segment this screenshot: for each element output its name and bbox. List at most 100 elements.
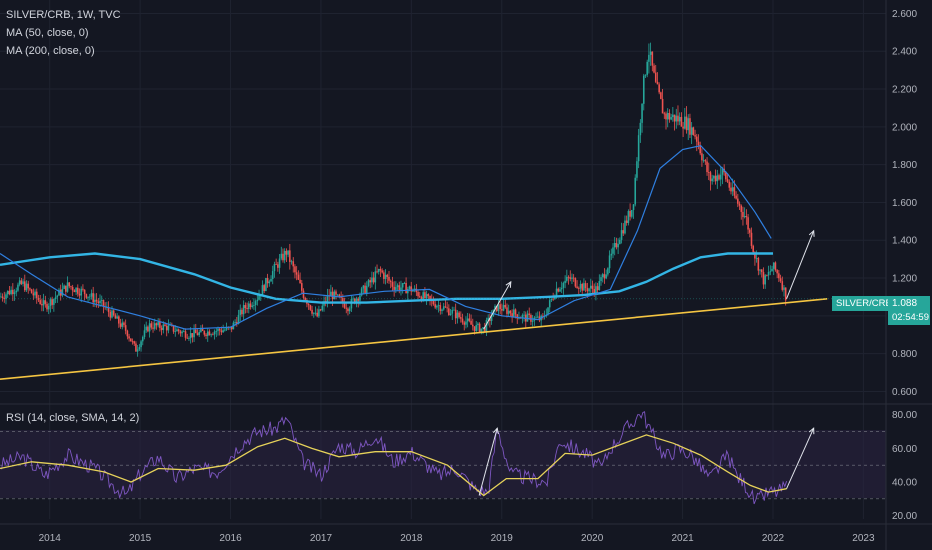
candle-body [46,303,48,310]
candle-body [29,288,31,290]
candle-body [682,126,684,129]
candle-body [560,287,563,290]
candle-body [454,309,457,319]
candle-body [755,258,758,259]
price-tick-label: 1.800 [892,160,917,171]
candle-body [733,187,736,196]
candle-body [53,299,55,305]
candle-body [689,118,691,135]
candle-body [360,288,363,296]
candle-body [699,145,702,154]
candle-body [550,298,553,301]
candle-body [273,264,276,272]
candle-body [5,294,7,299]
candle-body [502,304,505,311]
price-pane[interactable] [0,42,886,380]
candle-body [581,283,584,291]
candle-body [711,178,713,182]
price-tick-label: 2.600 [892,9,917,20]
candle-body [562,283,565,288]
candle-body [600,277,602,282]
symbol-legend[interactable]: SILVER/CRB, 1W, TVC [6,9,121,21]
candle-body [196,333,199,336]
candle-body [574,278,577,287]
candle-body [51,299,53,305]
bar-countdown-tag: 02:54:59 [888,310,930,325]
candle-body [160,327,163,331]
candle-body [172,325,175,332]
candle-body [92,293,94,303]
candle-body [627,211,630,223]
candle-body [778,273,780,279]
candle-body [559,289,561,292]
ma50-line [0,145,772,330]
candle-body [701,153,703,161]
rsi-pane[interactable] [0,411,886,505]
candle-body [576,286,578,288]
candle-body [61,288,64,296]
ma200-legend[interactable]: MA (200, close, 0) [6,45,95,57]
candle-body [660,92,662,99]
rsi-projection-arrow [786,427,815,489]
candle-body [776,270,778,274]
candle-body [54,297,57,300]
candle-body [246,308,248,310]
candle-body [153,323,156,329]
candle-body [148,323,151,332]
candle-body [466,318,469,322]
candle-body [377,268,380,272]
candle-body [30,289,33,294]
candle-body [583,283,585,291]
candle-body [489,317,491,322]
candle-body [15,290,18,293]
candle-body [338,294,341,298]
candle-body [639,122,642,136]
candle-body [670,117,672,120]
candle-body [128,336,130,339]
candle-body [408,286,411,289]
candle-body [254,301,257,305]
candle-body [75,287,77,293]
candle-body [17,284,19,291]
time-axis[interactable]: 2014 2015 2016 2017 2018 2019 2020 2021 2022 2023 [39,533,875,544]
candle-body [95,299,98,302]
candle-body [85,294,88,298]
projection-arrow-head [808,229,815,237]
rsi-legend[interactable]: RSI (14, close, SMA, 14, 2) [6,412,140,424]
candle-body [32,293,35,296]
candle-body [713,175,715,179]
time-tick-label: 2019 [491,533,514,544]
candle-body [731,187,734,192]
candle-body [605,274,607,279]
candle-body [68,282,71,287]
candle-body [675,115,678,122]
candle-body [342,297,344,303]
candle-body [407,288,409,294]
candle-body [420,297,423,301]
candle-body [672,114,674,118]
candle-body [494,305,496,310]
candle-body [772,262,775,269]
rsi-axis[interactable]: 80.00 60.00 40.00 20.00 [892,410,917,522]
candle-body [63,285,65,289]
candle-body [615,242,618,248]
projection-arrow-head [505,280,512,288]
candle-body [548,300,551,308]
candle-body [552,298,554,300]
rsi-projection-arrow-head [492,427,499,435]
candle-body [205,334,207,337]
candle-body [13,292,16,295]
candle-body [410,286,413,292]
candle-body [294,266,296,273]
candle-body [637,135,640,162]
candle-body [726,179,729,182]
ma50-legend[interactable]: MA (50, close, 0) [6,27,89,39]
candle-body [157,322,159,326]
candle-body [473,326,476,331]
candle-body [239,309,242,315]
candle-body [767,271,770,276]
candle-body [6,290,9,295]
candle-body [480,328,483,333]
candle-body [237,314,240,324]
